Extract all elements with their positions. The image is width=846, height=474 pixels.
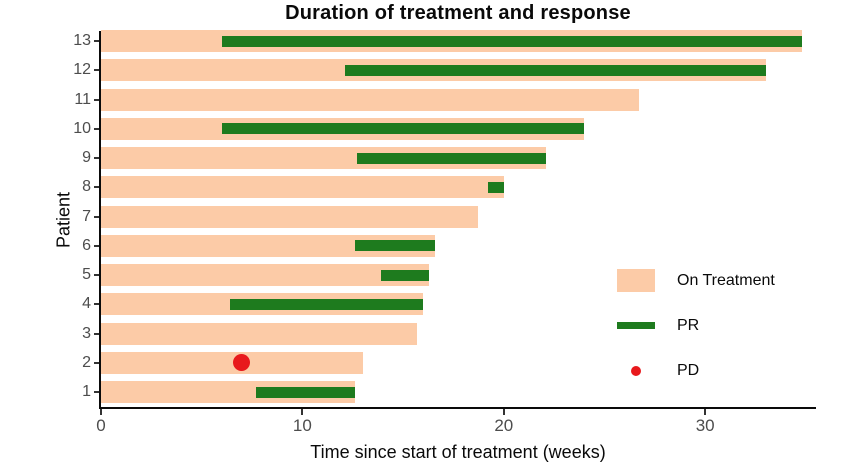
pr-bar-patient-9 (356, 152, 547, 164)
pr-bar-patient-1 (256, 386, 355, 398)
y-tick-patient-3 (94, 332, 99, 335)
on-treatment-bar-patient-8 (101, 176, 504, 199)
y-tick-label-patient-4: 4 (82, 295, 91, 313)
pr-bar-patient-8 (487, 181, 504, 193)
legend-label-pd: PD (677, 361, 700, 379)
legend: On Treatment PR PD (617, 258, 807, 393)
pr-bar-patient-4 (229, 298, 424, 310)
y-tick-label-patient-2: 2 (82, 353, 91, 371)
x-axis-label: Time since start of treatment (weeks) (310, 442, 606, 462)
on-treatment-swatch-icon (617, 269, 655, 292)
x-tick-20 (502, 409, 505, 415)
y-tick-patient-6 (94, 244, 99, 247)
y-axis-line (99, 31, 101, 409)
pr-bar-patient-13 (221, 35, 802, 47)
x-tick-label-30: 30 (695, 416, 715, 435)
y-tick-label-patient-10: 10 (73, 119, 91, 137)
x-tick-10 (301, 409, 304, 415)
y-tick-label-patient-3: 3 (82, 324, 91, 342)
y-tick-label-patient-1: 1 (82, 383, 91, 400)
legend-item-on-treatment: On Treatment (617, 258, 807, 303)
x-axis-line (99, 407, 816, 409)
y-tick-label-patient-8: 8 (82, 178, 91, 196)
x-tick-label-20: 20 (494, 416, 514, 435)
y-tick-label-patient-7: 7 (82, 207, 91, 225)
x-tick-0 (100, 409, 102, 415)
pd-swatch-cell (617, 365, 655, 376)
y-tick-label-patient-12: 12 (73, 61, 91, 79)
pr-swatch-icon (617, 322, 655, 329)
y-tick-patient-9 (94, 157, 99, 159)
legend-label-pr: PR (677, 316, 700, 334)
y-tick-patient-8 (94, 186, 99, 189)
y-tick-patient-11 (94, 98, 99, 101)
pd-swatch-icon (631, 365, 641, 376)
pr-bar-patient-10 (221, 123, 585, 135)
y-tick-label-patient-11: 11 (74, 90, 91, 108)
legend-item-pd: PD (617, 348, 807, 393)
y-tick-label-patient-13: 13 (73, 32, 91, 49)
on-treatment-swatch-cell (617, 269, 655, 292)
y-tick-patient-1 (94, 391, 99, 393)
y-tick-patient-5 (94, 274, 99, 276)
y-tick-label-patient-9: 9 (82, 149, 91, 166)
pr-bar-patient-5 (380, 269, 430, 281)
y-tick-patient-12 (94, 69, 99, 72)
legend-item-pr: PR (617, 303, 807, 348)
on-treatment-bar-patient-2 (101, 351, 363, 374)
on-treatment-bar-patient-7 (101, 205, 478, 228)
on-treatment-bar-patient-6 (101, 234, 436, 257)
pr-swatch-cell (617, 322, 655, 329)
pr-bar-patient-12 (344, 64, 766, 76)
y-tick-patient-4 (94, 303, 99, 306)
chart-title: Duration of treatment and response (285, 2, 631, 24)
pd-dot-patient-2 (233, 354, 251, 372)
y-tick-patient-13 (94, 40, 99, 42)
y-tick-patient-10 (94, 127, 99, 130)
pr-bar-patient-6 (354, 240, 436, 252)
on-treatment-bar-patient-5 (101, 264, 430, 286)
on-treatment-bar-patient-11 (101, 88, 639, 111)
y-tick-label-patient-6: 6 (82, 236, 91, 254)
x-tick-label-0: 0 (96, 416, 106, 435)
x-tick-30 (704, 409, 707, 415)
y-tick-patient-2 (94, 361, 99, 364)
y-tick-patient-7 (94, 215, 99, 218)
y-tick-label-patient-5: 5 (82, 266, 91, 283)
on-treatment-bar-patient-3 (101, 322, 418, 345)
legend-label-on-treatment: On Treatment (677, 271, 775, 289)
x-tick-label-10: 10 (292, 416, 312, 435)
